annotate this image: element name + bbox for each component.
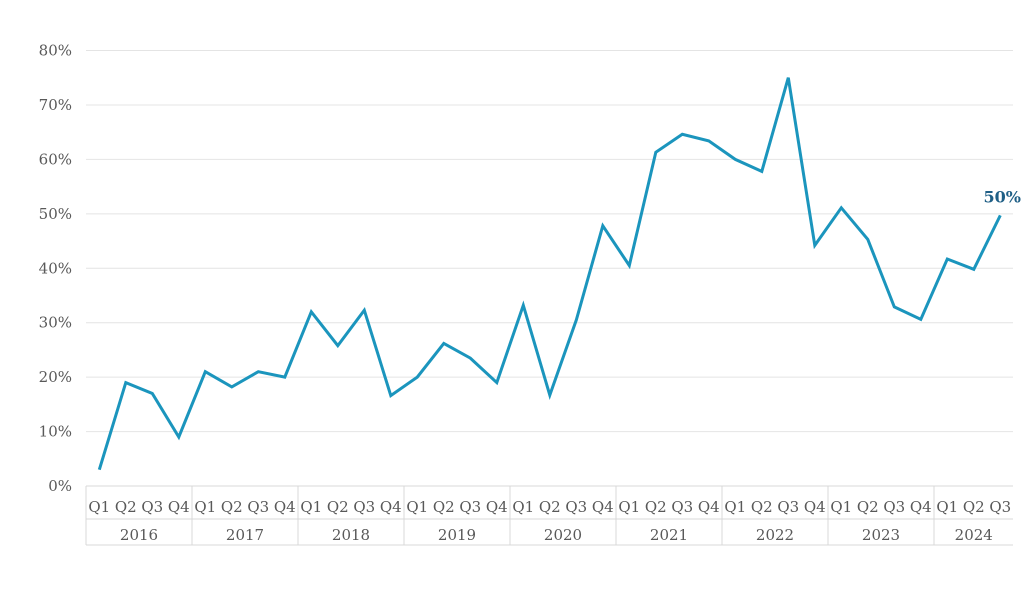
y-tick-label: 40% <box>39 259 72 277</box>
y-tick-label: 50% <box>39 205 72 223</box>
x-tick-label: Q2 <box>115 498 137 516</box>
data-point <box>389 394 392 397</box>
x-tick-label: Q3 <box>141 498 163 516</box>
x-tick-label: Q1 <box>618 498 640 516</box>
gridlines <box>86 50 1013 433</box>
data-point <box>257 370 260 373</box>
y-tick-label: 10% <box>39 423 72 441</box>
data-point <box>98 468 101 471</box>
x-tick-label: Q2 <box>963 498 985 516</box>
x-tick-label: Q2 <box>433 498 455 516</box>
data-point <box>840 206 843 209</box>
data-point <box>363 309 366 312</box>
data-point <box>124 381 127 384</box>
x-tick-label: Q3 <box>777 498 799 516</box>
data-point <box>548 394 551 397</box>
year-label: 2021 <box>650 526 688 544</box>
x-tick-label: Q1 <box>830 498 852 516</box>
x-tick-label: Q1 <box>300 498 322 516</box>
data-point <box>787 76 790 79</box>
data-point <box>495 381 498 384</box>
data-point <box>442 342 445 345</box>
data-point <box>601 224 604 227</box>
x-tick-label: Q3 <box>671 498 693 516</box>
x-tick-label: Q1 <box>936 498 958 516</box>
x-tick-label: Q4 <box>274 498 296 516</box>
x-tick-label: Q1 <box>88 498 110 516</box>
x-tick-label: Q1 <box>194 498 216 516</box>
x-tick-label: Q1 <box>724 498 746 516</box>
data-point <box>919 318 922 321</box>
y-tick-label: 0% <box>48 477 72 495</box>
year-label: 2019 <box>438 526 476 544</box>
data-point <box>972 268 975 271</box>
data-point <box>707 139 710 142</box>
x-tick-label: Q4 <box>486 498 508 516</box>
data-point <box>310 310 313 313</box>
year-label: 2020 <box>544 526 582 544</box>
data-point <box>654 151 657 154</box>
series-group <box>97 76 1002 471</box>
y-tick-label: 80% <box>39 42 72 60</box>
x-tick-label: Q4 <box>804 498 826 516</box>
series-line <box>97 77 1002 471</box>
annotations: 50% <box>984 187 1021 206</box>
data-point <box>999 214 1002 217</box>
data-point <box>177 436 180 439</box>
x-tick-label: Q3 <box>353 498 375 516</box>
data-point <box>469 357 472 360</box>
data-point <box>336 344 339 347</box>
y-tick-label: 20% <box>39 368 72 386</box>
data-point <box>681 133 684 136</box>
data-point <box>283 376 286 379</box>
x-tick-label: Q2 <box>221 498 243 516</box>
x-tick-label: Q3 <box>883 498 905 516</box>
year-label: 2024 <box>955 526 993 544</box>
x-tick-label: Q2 <box>327 498 349 516</box>
data-point <box>893 305 896 308</box>
x-tick-label: Q3 <box>989 498 1011 516</box>
x-tick-label: Q1 <box>512 498 534 516</box>
data-point <box>813 244 816 247</box>
y-tick-label: 70% <box>39 96 72 114</box>
data-label: 50% <box>984 187 1021 206</box>
data-point <box>760 170 763 173</box>
data-point <box>151 392 154 395</box>
x-tick-label: Q2 <box>857 498 879 516</box>
x-tick-label: Q4 <box>168 498 190 516</box>
x-tick-label: Q3 <box>565 498 587 516</box>
data-point <box>204 370 207 373</box>
x-tick-label: Q2 <box>751 498 773 516</box>
year-label: 2017 <box>226 526 264 544</box>
data-point <box>628 264 631 267</box>
data-point <box>416 376 419 379</box>
x-tick-label: Q1 <box>406 498 428 516</box>
x-tick-label: Q2 <box>539 498 561 516</box>
data-point <box>866 238 869 241</box>
data-point <box>734 158 737 161</box>
x-tick-label: Q3 <box>459 498 481 516</box>
y-tick-label: 30% <box>39 314 72 332</box>
data-point <box>575 318 578 321</box>
x-tick-label: Q4 <box>698 498 720 516</box>
data-point <box>946 257 949 260</box>
x-tick-label: Q4 <box>380 498 402 516</box>
year-label: 2016 <box>120 526 158 544</box>
year-label: 2018 <box>332 526 370 544</box>
y-axis-ticks: 0% 10% 20% 30% 40% 50% 60% 70% 80% <box>39 42 72 496</box>
year-label: 2022 <box>756 526 794 544</box>
data-point <box>522 304 525 307</box>
x-tick-label: Q4 <box>592 498 614 516</box>
y-tick-label: 60% <box>39 150 72 168</box>
x-tick-label: Q4 <box>910 498 932 516</box>
x-tick-label: Q2 <box>645 498 667 516</box>
x-tick-label: Q3 <box>247 498 269 516</box>
data-point <box>230 385 233 388</box>
year-label: 2023 <box>862 526 900 544</box>
